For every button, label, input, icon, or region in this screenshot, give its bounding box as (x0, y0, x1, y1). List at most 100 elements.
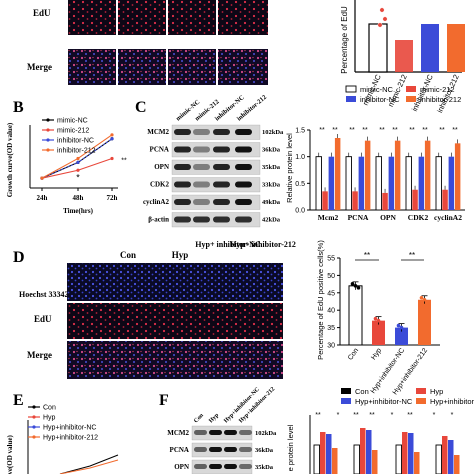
blot-band (213, 199, 230, 205)
significance-mark: ** (362, 127, 368, 134)
micrograph (218, 0, 268, 35)
micrograph (68, 0, 116, 35)
data-point (379, 320, 384, 325)
legend-marker (32, 415, 36, 419)
bar (313, 444, 320, 474)
bar (418, 156, 425, 210)
data-point (353, 284, 358, 288)
protein-label: β-actin (148, 216, 169, 224)
blot-band (174, 199, 191, 205)
blot-band (193, 146, 210, 153)
x-tick-label: 48h (73, 194, 84, 202)
legend-label: mimic-NC (57, 118, 88, 125)
significance-mark: ** (422, 127, 428, 134)
y-axis-label: Percentage of EdU positive cells(%) (316, 240, 325, 360)
micrograph (168, 0, 216, 35)
blot-band (209, 464, 222, 469)
protein-label: OPN (174, 463, 189, 471)
legend-marker (32, 425, 36, 429)
legend-label: Hyp (430, 387, 443, 396)
bar (414, 452, 420, 474)
legend-marker (46, 118, 50, 122)
significance-mark: ** (439, 127, 445, 134)
bar (448, 440, 454, 474)
y-tick-label: 0.5 (295, 181, 305, 188)
protein-label: OPN (154, 163, 169, 171)
legend-swatch (345, 85, 357, 93)
data-point (76, 160, 80, 165)
panel-letter-c: C (135, 99, 147, 116)
blot-band (193, 199, 210, 205)
lane-label: Con (193, 412, 205, 424)
y-tick-label: 1.5 (295, 128, 305, 135)
row-label-edu-d: EdU (34, 314, 52, 324)
significance-mark: ** (407, 412, 413, 419)
legend-marker (32, 435, 36, 439)
blot-band (213, 216, 230, 223)
significance-mark: ** (409, 127, 415, 134)
blot-band (235, 129, 252, 135)
bar (454, 143, 461, 210)
blot-band (193, 216, 210, 223)
bar (424, 140, 431, 210)
micrograph-grid-d (67, 263, 283, 379)
blot-strip (191, 442, 253, 458)
legend-label: Con (355, 387, 369, 396)
western-blot-c: mimic-NCmimic-212inhibitor-NCinhibitor-2… (143, 94, 284, 228)
legend-swatch (406, 96, 416, 102)
bar (334, 138, 341, 210)
significance-mark: ** (379, 127, 385, 134)
y-axis-label: Relative protein level (285, 133, 294, 203)
panel-d: D Con Hyp Hyp+ inhibitor-NC Hyp+ inhibit… (13, 240, 440, 396)
bar (375, 156, 382, 211)
data-point (419, 295, 424, 300)
kda-label: 33kDa (262, 182, 281, 189)
legend-label: mimic-212 (57, 128, 89, 135)
panel-f: F Con Hyp Hyp+inhibitor-NCHyp+inhibitor-21… (159, 386, 474, 474)
kda-label: 35kDa (255, 464, 274, 471)
micrograph (68, 49, 116, 85)
bar (435, 156, 442, 211)
y-tick-label: 35 (327, 325, 335, 332)
data-point (422, 297, 427, 302)
y-tick-label: 45 (327, 290, 335, 297)
x-tick-label: PCNA (348, 213, 369, 222)
x-tick-label: 24h (37, 194, 48, 202)
bar (322, 191, 328, 210)
growth-curve-chart-b: Growth curve(OD value) 24h 48h 72h Time(hrs)… (6, 118, 127, 216)
row-label-edu: EdU (33, 8, 51, 18)
data-point (110, 133, 114, 137)
data-point (76, 168, 80, 172)
significance-mark: ** (369, 412, 375, 419)
bar (345, 156, 352, 211)
bar (395, 40, 413, 72)
bar (352, 191, 358, 210)
series-line (59, 454, 119, 474)
legend-marker (32, 405, 36, 409)
lane-label: Hyp (208, 412, 220, 424)
x-tick-label: Con (347, 347, 360, 362)
data-point (110, 156, 114, 161)
bar (372, 450, 378, 474)
protein-label: PCNA (150, 146, 169, 154)
legend-swatch (406, 86, 416, 92)
bar (382, 192, 388, 210)
legend-marker (46, 128, 50, 132)
panel-letter-f: F (159, 392, 169, 409)
micrograph (118, 49, 166, 85)
row-label-hoechst: Hoechst 33342 (19, 290, 69, 299)
legend-label: mimic-NC (360, 85, 393, 94)
significance-mark: ** (349, 127, 355, 134)
significance-mark: * (391, 412, 394, 419)
blot-band (239, 430, 252, 435)
bar (402, 432, 408, 474)
kda-label: 36kDa (255, 447, 274, 454)
legend-label: Hyp+inhibitor-NC (355, 397, 413, 406)
bar (412, 189, 418, 210)
data-point (399, 325, 404, 330)
legend-label: inhibitor-212 (420, 95, 461, 104)
blot-band (194, 447, 207, 452)
legend-marker (46, 138, 50, 142)
data-point (377, 22, 383, 28)
data-point (76, 156, 80, 161)
